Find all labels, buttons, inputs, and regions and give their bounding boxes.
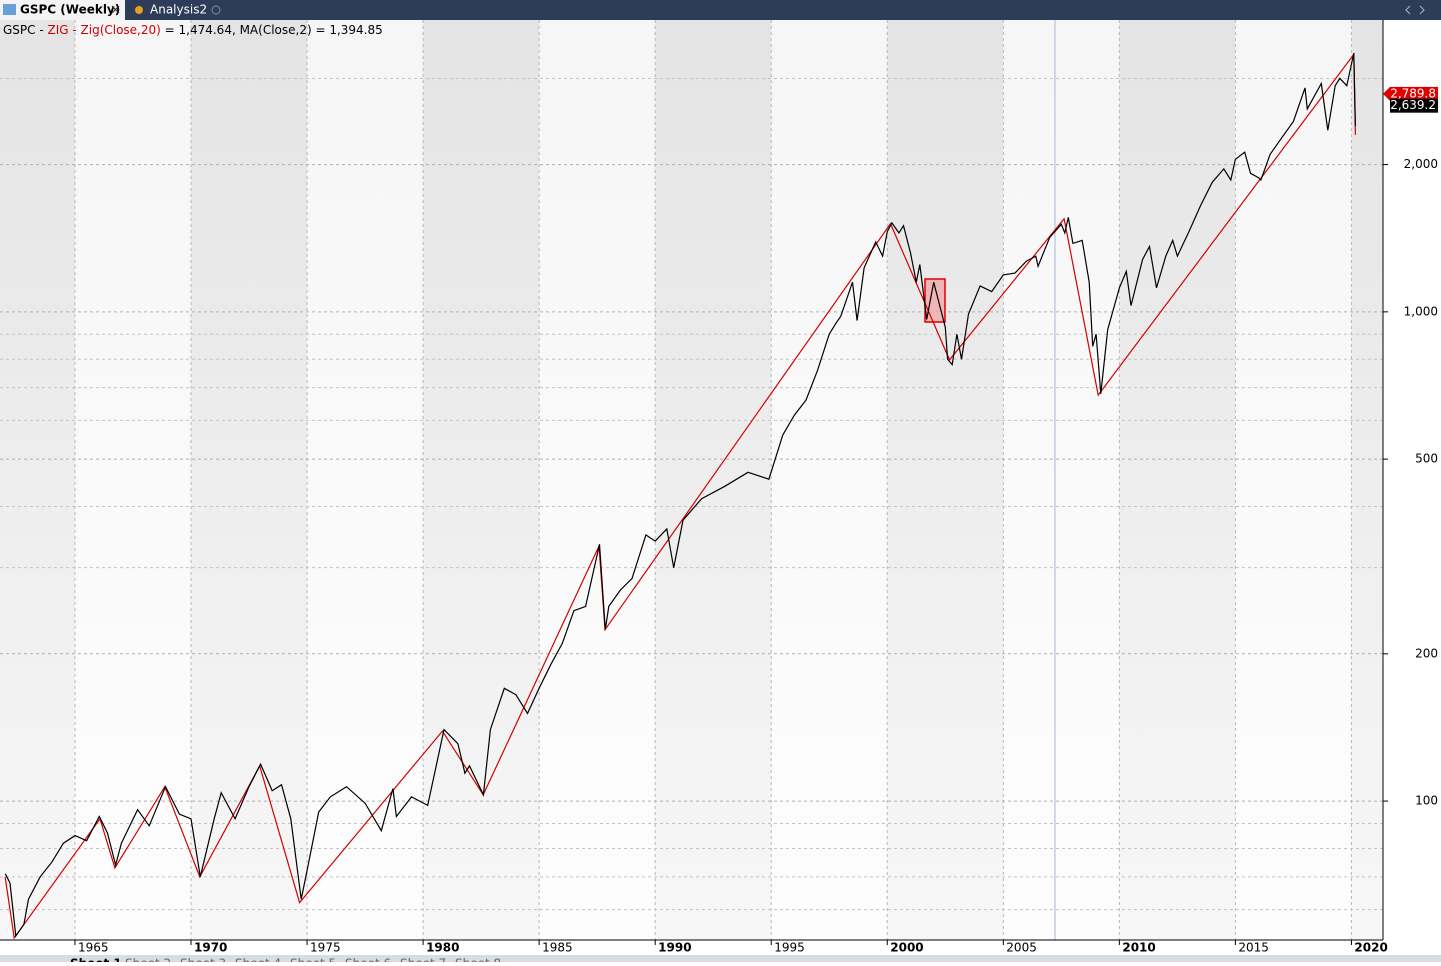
legend-part: = 1,474.64, MA(Close,2) = 1,394.85 [161,23,383,37]
y-tick-label: 500 [1415,452,1438,466]
x-tick-label: 1985 [542,941,573,955]
last-value-label: 2,639.2 [1390,98,1436,112]
last-value-label: 2,789.8 [1390,86,1436,100]
band [1119,20,1236,940]
series-line [4,52,1356,938]
x-tick-label: 1995 [774,941,805,955]
y-tick-label: 2,000 [1404,157,1438,171]
tab-analysis[interactable]: Analysis2 [135,3,207,17]
x-tick-label: 2010 [1122,941,1155,955]
highlight-box [924,278,946,323]
last-value-badge [1390,98,1438,113]
legend: GSPC - ZIG - Zig(Close,20) = 1,474.64, M… [3,23,383,37]
sheet-tab[interactable]: Sheet 7 [400,957,446,966]
y-axis-panel [1383,20,1441,940]
band [539,20,656,940]
last-value-badge [1390,86,1438,101]
x-tick-label: 2015 [1238,941,1269,955]
sheet-bar [0,955,1441,962]
band [1351,20,1383,940]
x-tick-label: 2000 [890,941,923,955]
new-tab[interactable] [211,5,221,15]
x-tick-label: 1975 [310,941,341,955]
tab-label: GSPC (Weekly) [20,3,120,17]
x-axis-panel [0,940,1441,955]
x-tick-label: 1980 [426,941,459,955]
band [1235,20,1352,940]
tab-scroll[interactable] [1405,5,1425,15]
tab-icon [3,4,16,15]
tab-gspc[interactable]: GSPC (Weekly) [0,0,125,20]
badge-arrow [1383,86,1390,101]
legend-part: GSPC - [3,23,48,37]
sheet-tab[interactable]: Sheet 6 [345,957,391,966]
x-tick-label: 1990 [658,941,691,955]
y-tick-label: 200 [1415,646,1438,660]
x-tick-label: 2005 [1006,941,1037,955]
legend-part: ZIG - Zig(Close,20) [48,23,161,37]
band [0,20,75,940]
sheet-tab[interactable]: Sheet 4 [235,957,281,966]
close-icon[interactable] [111,5,120,14]
sheet-tab[interactable]: Sheet 3 [180,957,226,966]
band [74,20,192,940]
tab-label: Analysis2 [150,3,207,17]
x-tick-label: 1970 [194,941,227,955]
x-tick-label: 2020 [1354,941,1387,955]
band [191,20,308,940]
band [307,20,424,940]
band [1003,20,1120,940]
band [655,20,772,940]
y-tick-label: 1,000 [1404,304,1438,318]
tab-bar [0,0,1441,20]
band [887,20,1004,940]
sheet-tab[interactable]: Sheet 8 [455,957,501,966]
tab-bg [0,0,125,20]
band [771,20,888,940]
tab-icon [135,6,143,14]
sheet-tab[interactable]: Sheet 2 [125,957,171,966]
band [423,20,540,940]
x-tick-label: 1965 [78,941,109,955]
y-tick-label: 100 [1415,794,1438,808]
sheet-tab[interactable]: Sheet 5 [290,957,336,966]
sheet-tab[interactable]: Sheet 1 [70,957,122,966]
